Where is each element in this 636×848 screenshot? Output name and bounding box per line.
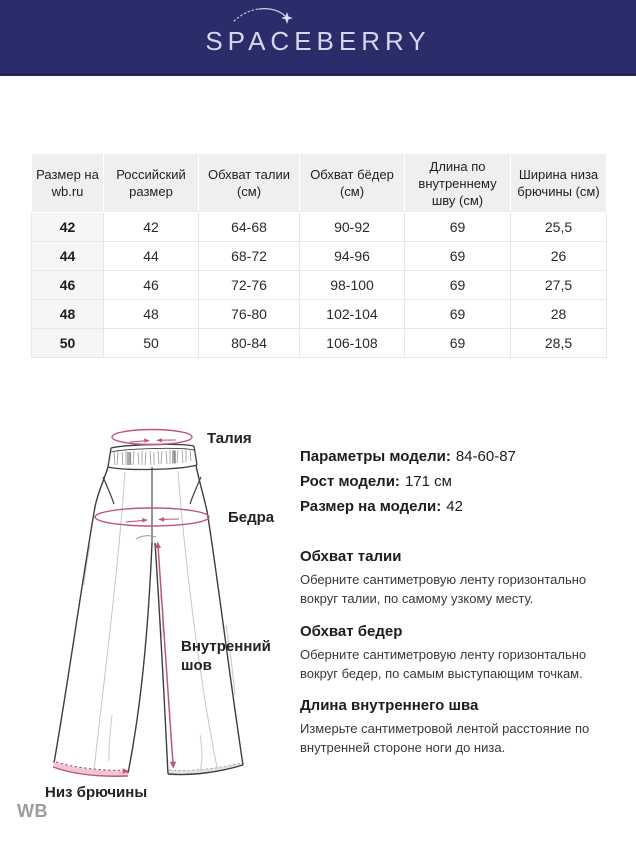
- cell-ru-size: 42: [103, 212, 199, 242]
- table-row: 48 48 76-80 102-104 69 28: [31, 299, 607, 329]
- measure-inseam-title: Длина внутреннего шва: [300, 697, 479, 714]
- col-header-inseam: Длина по внутреннему шву (см): [404, 153, 511, 213]
- measure-section-hips: Обхват бедер Оберните сантиметровую лент…: [300, 623, 616, 683]
- model-size-label: Размер на модели:: [300, 498, 442, 515]
- cell-leg-width: 28,5: [510, 328, 607, 358]
- table-row: 44 44 68-72 94-96 69 26: [31, 241, 607, 271]
- cell-waist: 72-76: [198, 270, 300, 300]
- model-height-value: 171 см: [404, 473, 452, 490]
- cell-inseam: 69: [404, 241, 511, 271]
- col-header-waist: Обхват талии (см): [198, 153, 300, 213]
- cell-hips: 90-92: [299, 212, 405, 242]
- cell-wb-size: 46: [31, 270, 104, 300]
- cell-ru-size: 48: [103, 299, 199, 329]
- brand-logo: SPACEBERRY: [205, 8, 431, 57]
- table-row: 46 46 72-76 98-100 69 27,5: [31, 270, 607, 300]
- model-height-label: Рост модели:: [300, 473, 400, 490]
- cell-waist: 76-80: [198, 299, 300, 329]
- size-table: Размер на wb.ru Российский размер Обхват…: [31, 153, 607, 358]
- cell-leg-width: 28: [510, 299, 607, 329]
- size-table-header-row: Размер на wb.ru Российский размер Обхват…: [31, 153, 607, 213]
- col-header-ru-size: Российский размер: [103, 153, 199, 213]
- model-params-line: Параметры модели: 84-60-87: [300, 444, 620, 469]
- model-size-line: Размер на модели: 42: [300, 494, 620, 519]
- label-waist: Талия: [207, 430, 252, 447]
- label-hem: Низ брючины: [45, 784, 148, 801]
- measure-hips-title: Обхват бедер: [300, 623, 403, 640]
- label-hips: Бедра: [228, 509, 275, 526]
- cell-wb-size: 48: [31, 299, 104, 329]
- cell-wb-size: 50: [31, 328, 104, 358]
- measure-section-inseam: Длина внутреннего шва Измерьте сантиметр…: [300, 697, 616, 757]
- col-header-leg-width: Ширина низа брючины (см): [510, 153, 607, 213]
- wb-watermark: WB: [17, 801, 48, 821]
- model-info: Параметры модели: 84-60-87 Рост модели: 17…: [300, 444, 620, 519]
- cell-inseam: 69: [404, 328, 511, 358]
- brand-name: SPACEBERRY: [205, 26, 431, 56]
- cell-inseam: 69: [404, 212, 511, 242]
- label-inseam: Внутренний шов: [181, 638, 271, 674]
- cell-leg-width: 26: [510, 241, 607, 271]
- cell-hips: 106-108: [299, 328, 405, 358]
- cell-wb-size: 44: [31, 241, 104, 271]
- measure-waist-title: Обхват талии: [300, 548, 402, 565]
- brand-header: SPACEBERRY: [0, 0, 636, 76]
- measure-hips-text: Оберните сантиметровую ленту горизонталь…: [300, 647, 587, 681]
- col-header-hips: Обхват бёдер (см): [299, 153, 405, 213]
- table-row: 50 50 80-84 106-108 69 28,5: [31, 328, 607, 358]
- col-header-wb-size: Размер на wb.ru: [31, 153, 104, 213]
- cell-waist: 68-72: [198, 241, 300, 271]
- model-height-line: Рост модели: 171 см: [300, 469, 620, 494]
- cell-ru-size: 50: [103, 328, 199, 358]
- model-params-label: Параметры модели:: [300, 448, 451, 465]
- comet-icon: [233, 8, 294, 24]
- cell-leg-width: 27,5: [510, 270, 607, 300]
- cell-inseam: 69: [404, 270, 511, 300]
- cell-inseam: 69: [404, 299, 511, 329]
- cell-hips: 94-96: [299, 241, 405, 271]
- cell-hips: 102-104: [299, 299, 405, 329]
- model-params-value: 84-60-87: [455, 448, 516, 465]
- cell-ru-size: 46: [103, 270, 199, 300]
- cell-wb-size: 42: [31, 212, 104, 242]
- measure-inseam-text: Измерьте сантиметровой лентой расстояние…: [300, 721, 590, 755]
- cell-waist: 80-84: [198, 328, 300, 358]
- model-size-value: 42: [446, 498, 463, 515]
- cell-waist: 64-68: [198, 212, 300, 242]
- measure-section-waist: Обхват талии Оберните сантиметровую лент…: [300, 548, 616, 608]
- pants-sketch: [52, 428, 244, 777]
- cell-leg-width: 25,5: [510, 212, 607, 242]
- cell-hips: 98-100: [299, 270, 405, 300]
- table-row: 42 42 64-68 90-92 69 25,5: [31, 212, 607, 242]
- cell-ru-size: 44: [103, 241, 199, 271]
- measure-waist-text: Оберните сантиметровую ленту горизонталь…: [300, 572, 587, 606]
